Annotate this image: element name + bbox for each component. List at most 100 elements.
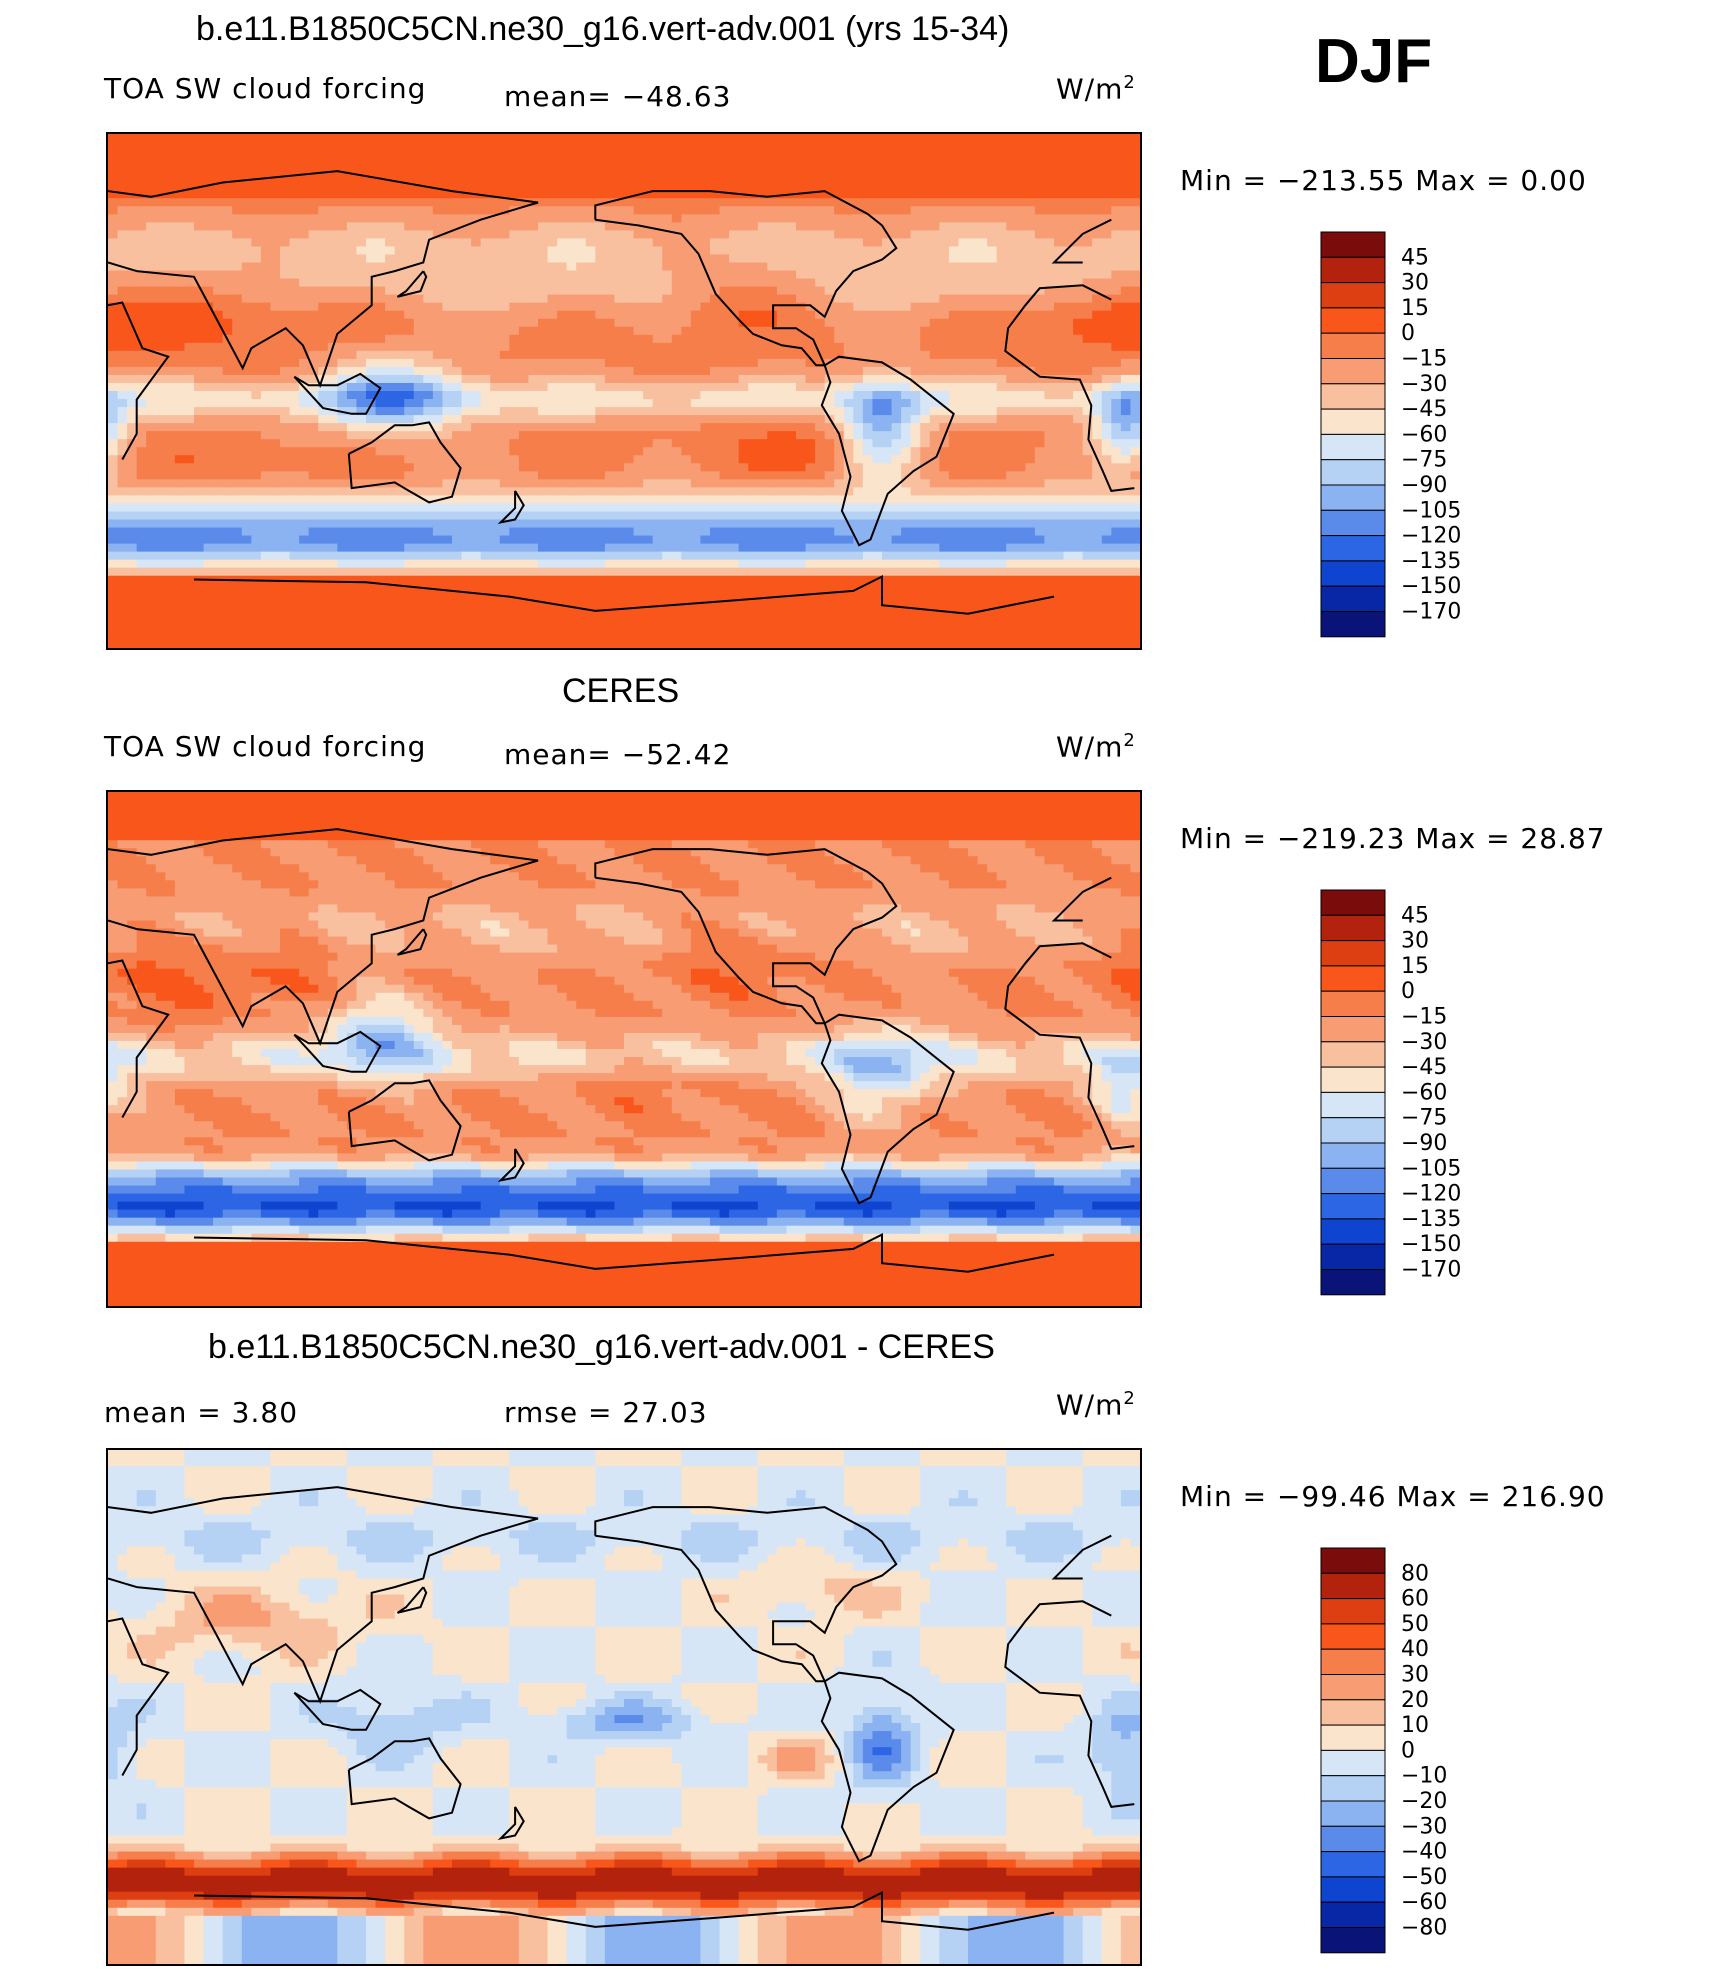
- contour-cell: [700, 463, 711, 472]
- contour-cell: [260, 278, 272, 288]
- contour-cell: [958, 495, 969, 505]
- contour-cell: [1073, 222, 1084, 231]
- contour-cell: [222, 246, 233, 256]
- contour-cell: [843, 174, 854, 183]
- contour-cell: [585, 246, 596, 256]
- contour-cell: [901, 334, 912, 344]
- contour-cell: [796, 254, 807, 264]
- contour-cell: [1044, 495, 1055, 505]
- contour-cell: [604, 270, 616, 280]
- contour-cell: [1044, 238, 1055, 248]
- contour-cell: [289, 158, 300, 167]
- contour-cell: [423, 399, 434, 408]
- contour-cell: [509, 382, 520, 392]
- contour-cell: [385, 374, 396, 384]
- contour-cell: [786, 399, 797, 408]
- contour-cell: [308, 270, 319, 280]
- contour-cell: [413, 166, 424, 175]
- contour-cell: [499, 310, 510, 320]
- contour-cell: [643, 302, 654, 312]
- contour-cell: [767, 334, 778, 344]
- contour-cell: [499, 479, 510, 488]
- contour-cell: [270, 391, 281, 400]
- contour-cell: [671, 174, 682, 183]
- contour-cell: [490, 182, 501, 191]
- contour-cell: [1006, 214, 1017, 223]
- contour-cell: [891, 382, 902, 392]
- contour-cell: [251, 487, 262, 497]
- contour-cell: [843, 391, 854, 400]
- contour-cell: [260, 326, 272, 336]
- contour-cell: [1054, 198, 1065, 207]
- contour-cell: [958, 423, 969, 432]
- contour-cell: [595, 342, 606, 352]
- contour-cell: [480, 415, 491, 424]
- contour-cell: [155, 407, 166, 416]
- contour-cell: [499, 399, 510, 408]
- contour-cell: [624, 471, 635, 480]
- contour-cell: [413, 310, 424, 320]
- contour-cell: [1015, 407, 1026, 416]
- contour-cell: [700, 238, 711, 248]
- contour-cell: [108, 198, 119, 207]
- contour-cell: [528, 286, 539, 296]
- contour-cell: [404, 334, 415, 344]
- contour-cell: [423, 206, 434, 215]
- contour-cell: [155, 254, 166, 264]
- contour-cell: [499, 206, 510, 215]
- contour-cell: [260, 214, 272, 223]
- contour-cell: [165, 431, 176, 440]
- contour-cell: [652, 431, 663, 440]
- contour-cell: [375, 246, 386, 256]
- contour-cell: [356, 206, 367, 215]
- contour-cell: [958, 326, 969, 336]
- contour-cell: [1073, 278, 1084, 288]
- contour-cell: [509, 334, 520, 344]
- contour-cell: [862, 230, 874, 240]
- contour-cell: [260, 391, 272, 400]
- contour-cell: [499, 495, 510, 505]
- contour-cell: [662, 134, 673, 143]
- contour-cell: [1034, 238, 1046, 248]
- contour-cell: [222, 479, 233, 488]
- contour-cell: [882, 415, 893, 424]
- contour-cell: [604, 262, 616, 272]
- contour-cell: [318, 318, 329, 328]
- contour-cell: [767, 366, 778, 376]
- contour-cell: [385, 182, 396, 191]
- contour-cell: [203, 206, 214, 215]
- contour-cell: [136, 471, 147, 480]
- contour-cell: [585, 463, 596, 472]
- contour-cell: [824, 334, 835, 344]
- contour-cell: [251, 423, 262, 432]
- contour-cell: [337, 294, 348, 304]
- contour-cell: [251, 230, 262, 240]
- contour-cell: [996, 447, 1007, 456]
- contour-cell: [862, 334, 874, 344]
- contour-cell: [719, 134, 730, 143]
- contour-cell: [203, 246, 214, 256]
- contour-cell: [901, 302, 912, 312]
- contour-cell: [423, 302, 434, 312]
- contour-cell: [710, 254, 721, 264]
- contour-cell: [585, 262, 596, 272]
- contour-cell: [356, 326, 367, 336]
- contour-cell: [1130, 278, 1140, 288]
- contour-cell: [1063, 487, 1074, 497]
- contour-cell: [356, 382, 367, 392]
- contour-cell: [968, 479, 979, 488]
- contour-cell: [910, 439, 921, 448]
- contour-cell: [327, 278, 338, 288]
- contour-cell: [1015, 246, 1026, 256]
- contour-cell: [700, 399, 711, 408]
- contour-cell: [757, 318, 768, 328]
- contour-cell: [576, 407, 587, 416]
- contour-cell: [1044, 358, 1055, 368]
- contour-cell: [757, 439, 768, 448]
- contour-cell: [1120, 431, 1132, 440]
- contour-cell: [929, 399, 940, 408]
- contour-cell: [1120, 166, 1132, 175]
- contour-cell: [471, 495, 482, 505]
- contour-cell: [299, 254, 310, 264]
- contour-cell: [432, 407, 444, 416]
